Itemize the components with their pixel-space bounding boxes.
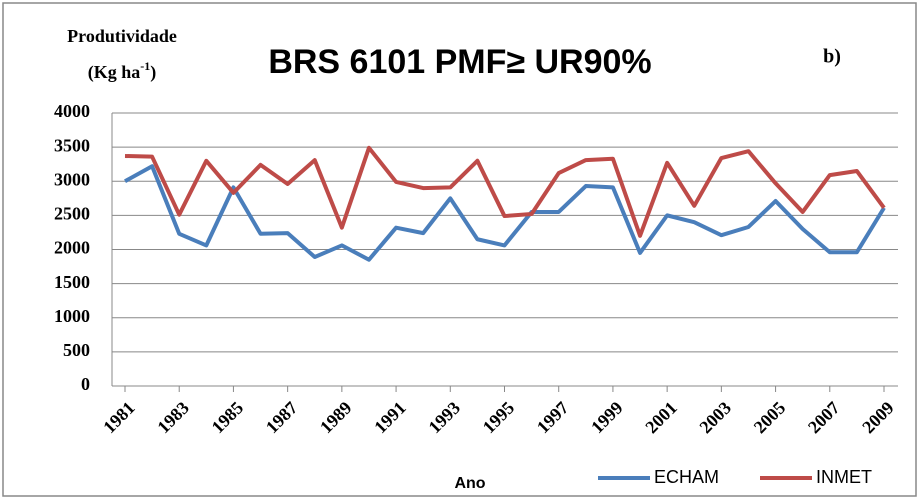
y-tick-label: 500	[63, 340, 90, 360]
y-tick-label: 2500	[54, 204, 90, 224]
series-line	[124, 145, 886, 238]
y-tick-label: 1000	[54, 306, 90, 326]
chart-title: BRS 6101 PMF≥ UR90%	[268, 43, 651, 81]
series-line	[124, 164, 886, 262]
annotation: b)	[823, 46, 841, 68]
y-tick-label: 4000	[54, 101, 90, 121]
y-tick-label: 0	[81, 374, 90, 394]
x-axis-label: Ano	[454, 475, 485, 492]
y-tick-label: 2000	[54, 238, 90, 258]
y-tick-label: 3500	[54, 135, 90, 155]
y-axis-label: (Kg ha-1)	[88, 59, 157, 83]
y-axis-label: Produtividade	[67, 26, 177, 46]
y-axis-label-end: )	[150, 62, 156, 83]
legend-label: ECHAM	[654, 467, 719, 487]
legend-label: INMET	[816, 467, 872, 487]
y-axis-label-sup: -1	[140, 59, 150, 73]
y-axis-label-part: (Kg ha	[88, 62, 141, 83]
y-tick-label: 1500	[54, 272, 90, 292]
y-tick-label: 3000	[54, 169, 90, 189]
